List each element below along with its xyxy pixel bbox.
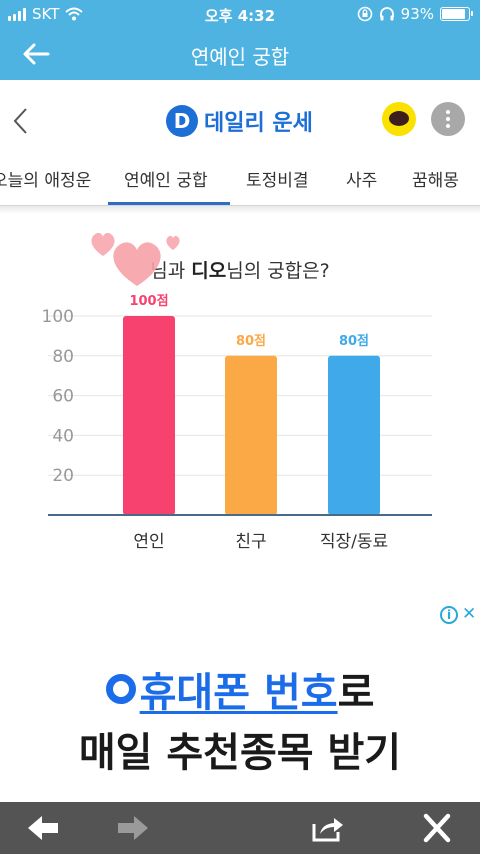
share-icon[interactable]: [310, 812, 344, 844]
status-time: 오후 4:32: [204, 7, 276, 25]
bar: [225, 355, 277, 515]
kakao-talk-button[interactable]: [382, 102, 416, 136]
ad-close-icon[interactable]: ✕: [462, 604, 477, 624]
chevron-left-icon[interactable]: [10, 106, 32, 136]
y-tick-label: 100: [42, 307, 74, 327]
tab-love-fortune[interactable]: 오늘의 애정운: [0, 171, 92, 191]
rotation-lock-icon: [357, 6, 372, 22]
more-options-button[interactable]: [431, 102, 465, 136]
category-tabs: 오늘의 애정운 연예인 궁합 토정비결 사주 꿈해몽: [0, 152, 480, 206]
heart-icon: [91, 232, 115, 256]
ad-info-icon[interactable]: i: [440, 606, 458, 624]
battery-percent: 93%: [400, 5, 434, 23]
forward-arrow-icon[interactable]: [116, 812, 150, 844]
status-right: 93%: [357, 5, 473, 23]
site-logo: D: [166, 105, 198, 137]
headphones-icon: [379, 7, 394, 21]
tab-dream[interactable]: 꿈해몽: [412, 171, 459, 191]
ad-circle-icon: [105, 674, 136, 704]
active-tab-indicator: [108, 202, 230, 205]
ad-subline[interactable]: 매일 추천종목 받기: [78, 730, 402, 776]
question-celebrity-name: 디오: [191, 260, 227, 282]
bar: [123, 316, 175, 515]
battery-icon: [440, 7, 473, 21]
signal-icon: [8, 7, 26, 21]
back-arrow-icon[interactable]: [26, 812, 60, 844]
y-tick-label: 40: [52, 426, 74, 446]
x-tick-label: 연인: [133, 532, 164, 552]
x-tick-label: 친구: [235, 532, 266, 552]
close-icon[interactable]: [420, 812, 454, 844]
tabs-divider: [0, 206, 480, 214]
ad-headline[interactable]: 휴대폰 번호로: [0, 660, 480, 718]
data-label: 100점: [129, 294, 168, 309]
heart-icon: [113, 242, 161, 286]
browser-toolbar: [0, 802, 480, 854]
question-end: 님의 궁합은?: [226, 260, 330, 282]
question-mid: 님과: [150, 260, 192, 282]
tab-celebrity-match[interactable]: 연예인 궁합: [124, 171, 208, 191]
status-bar: SKT 오후 4:32 93%: [0, 0, 480, 28]
x-tick-label: 직장/동료: [320, 532, 388, 552]
data-label: 80점: [339, 334, 369, 349]
app-bar: 연예인 궁합: [0, 28, 480, 80]
y-tick-label: 20: [52, 466, 74, 486]
hearts-decoration: [91, 232, 180, 286]
site-name: 데일리 운세: [204, 111, 313, 136]
compatibility-question: 님과 디오님의 궁합은?: [0, 256, 480, 283]
back-arrow-icon[interactable]: [20, 39, 52, 69]
ad-headline-rest: 로: [337, 670, 375, 716]
wifi-icon: [65, 7, 84, 21]
tab-saju[interactable]: 사주: [346, 171, 378, 191]
y-tick-label: 80: [52, 347, 74, 367]
site-header: D 데일리 운세: [0, 90, 480, 152]
status-left: SKT: [8, 5, 84, 23]
site-brand[interactable]: D 데일리 운세: [166, 105, 313, 137]
y-tick-label: 60: [52, 387, 74, 407]
carrier-label: SKT: [32, 5, 60, 23]
chat-bubble-icon: [389, 111, 409, 126]
ad-highlight: 휴대폰 번호: [139, 670, 338, 716]
data-label: 80점: [236, 334, 266, 349]
tab-tojeong[interactable]: 토정비결: [246, 171, 309, 191]
app-bar-title: 연예인 궁합: [190, 45, 290, 69]
bar: [328, 355, 380, 515]
heart-icon: [166, 235, 180, 250]
